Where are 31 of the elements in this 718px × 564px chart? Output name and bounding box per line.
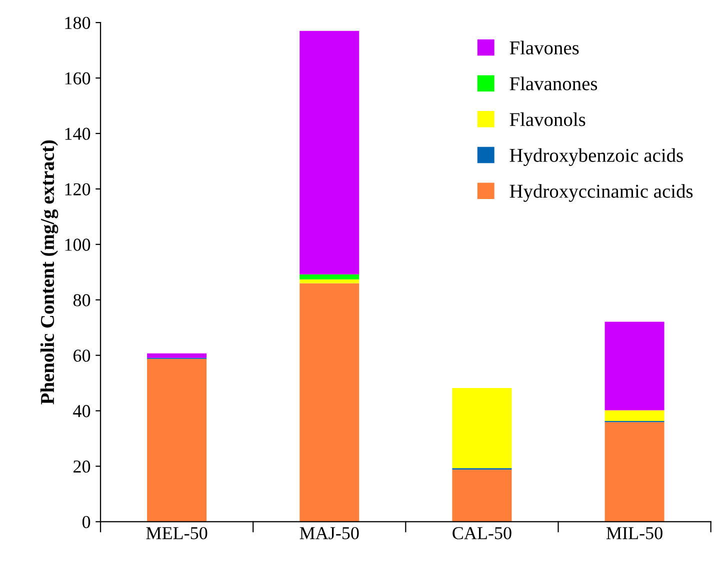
legend-label: Flavonols — [510, 112, 586, 126]
y-tick-label: 20 — [74, 460, 90, 473]
x-tick-label: MEL-50 — [146, 527, 208, 540]
bar — [300, 30, 360, 274]
bar — [147, 353, 207, 358]
y-tick-label: 180 — [65, 16, 90, 29]
bar — [300, 279, 360, 284]
bar — [604, 410, 664, 422]
y-tick-label: 140 — [65, 128, 90, 140]
bar — [147, 358, 207, 522]
bar — [300, 283, 360, 522]
y-tick-label: 120 — [65, 183, 90, 196]
y-tick-label: 160 — [65, 72, 90, 84]
bar — [604, 322, 664, 410]
bar — [300, 274, 360, 280]
x-tick-label: CAL-50 — [452, 527, 512, 540]
legend-label: Hydroxyccinamic acids — [510, 184, 693, 202]
y-tick-label: 0 — [82, 516, 90, 528]
bar — [604, 422, 664, 522]
y-tick-label: 100 — [65, 238, 90, 251]
legend-label: Flavones — [510, 40, 579, 54]
legend-label: Hydroxybenzoic acids — [510, 148, 683, 166]
y-tick-label: 80 — [73, 294, 90, 306]
bar — [452, 470, 512, 522]
y-tick-label: 40 — [73, 405, 90, 418]
x-tick-label: MIL-50 — [606, 527, 662, 540]
y-axis-title: Phenolic Content (mg/g extract) — [40, 140, 58, 404]
legend-label: Flavanones — [510, 76, 598, 90]
bar — [452, 388, 512, 468]
x-tick-label: MAJ-50 — [300, 527, 359, 540]
y-tick-label: 60 — [74, 350, 90, 362]
